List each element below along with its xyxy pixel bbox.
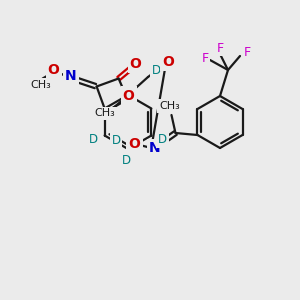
Text: D: D: [134, 61, 142, 74]
Text: D: D: [122, 154, 130, 167]
Text: D: D: [111, 134, 121, 148]
Text: F: F: [201, 52, 208, 64]
Text: D: D: [89, 133, 98, 146]
Text: N: N: [65, 70, 76, 83]
Text: D: D: [152, 64, 160, 76]
Text: O: O: [128, 137, 140, 151]
Text: O: O: [48, 64, 60, 77]
Text: D: D: [158, 133, 167, 146]
Text: O: O: [162, 55, 174, 69]
Text: CH₃: CH₃: [94, 109, 115, 118]
Text: F: F: [216, 41, 224, 55]
Text: O: O: [130, 56, 142, 70]
Text: N: N: [149, 141, 160, 155]
Text: CH₃: CH₃: [30, 80, 51, 89]
Text: CH₃: CH₃: [159, 101, 180, 111]
Text: O: O: [123, 88, 135, 103]
Text: F: F: [243, 46, 250, 59]
